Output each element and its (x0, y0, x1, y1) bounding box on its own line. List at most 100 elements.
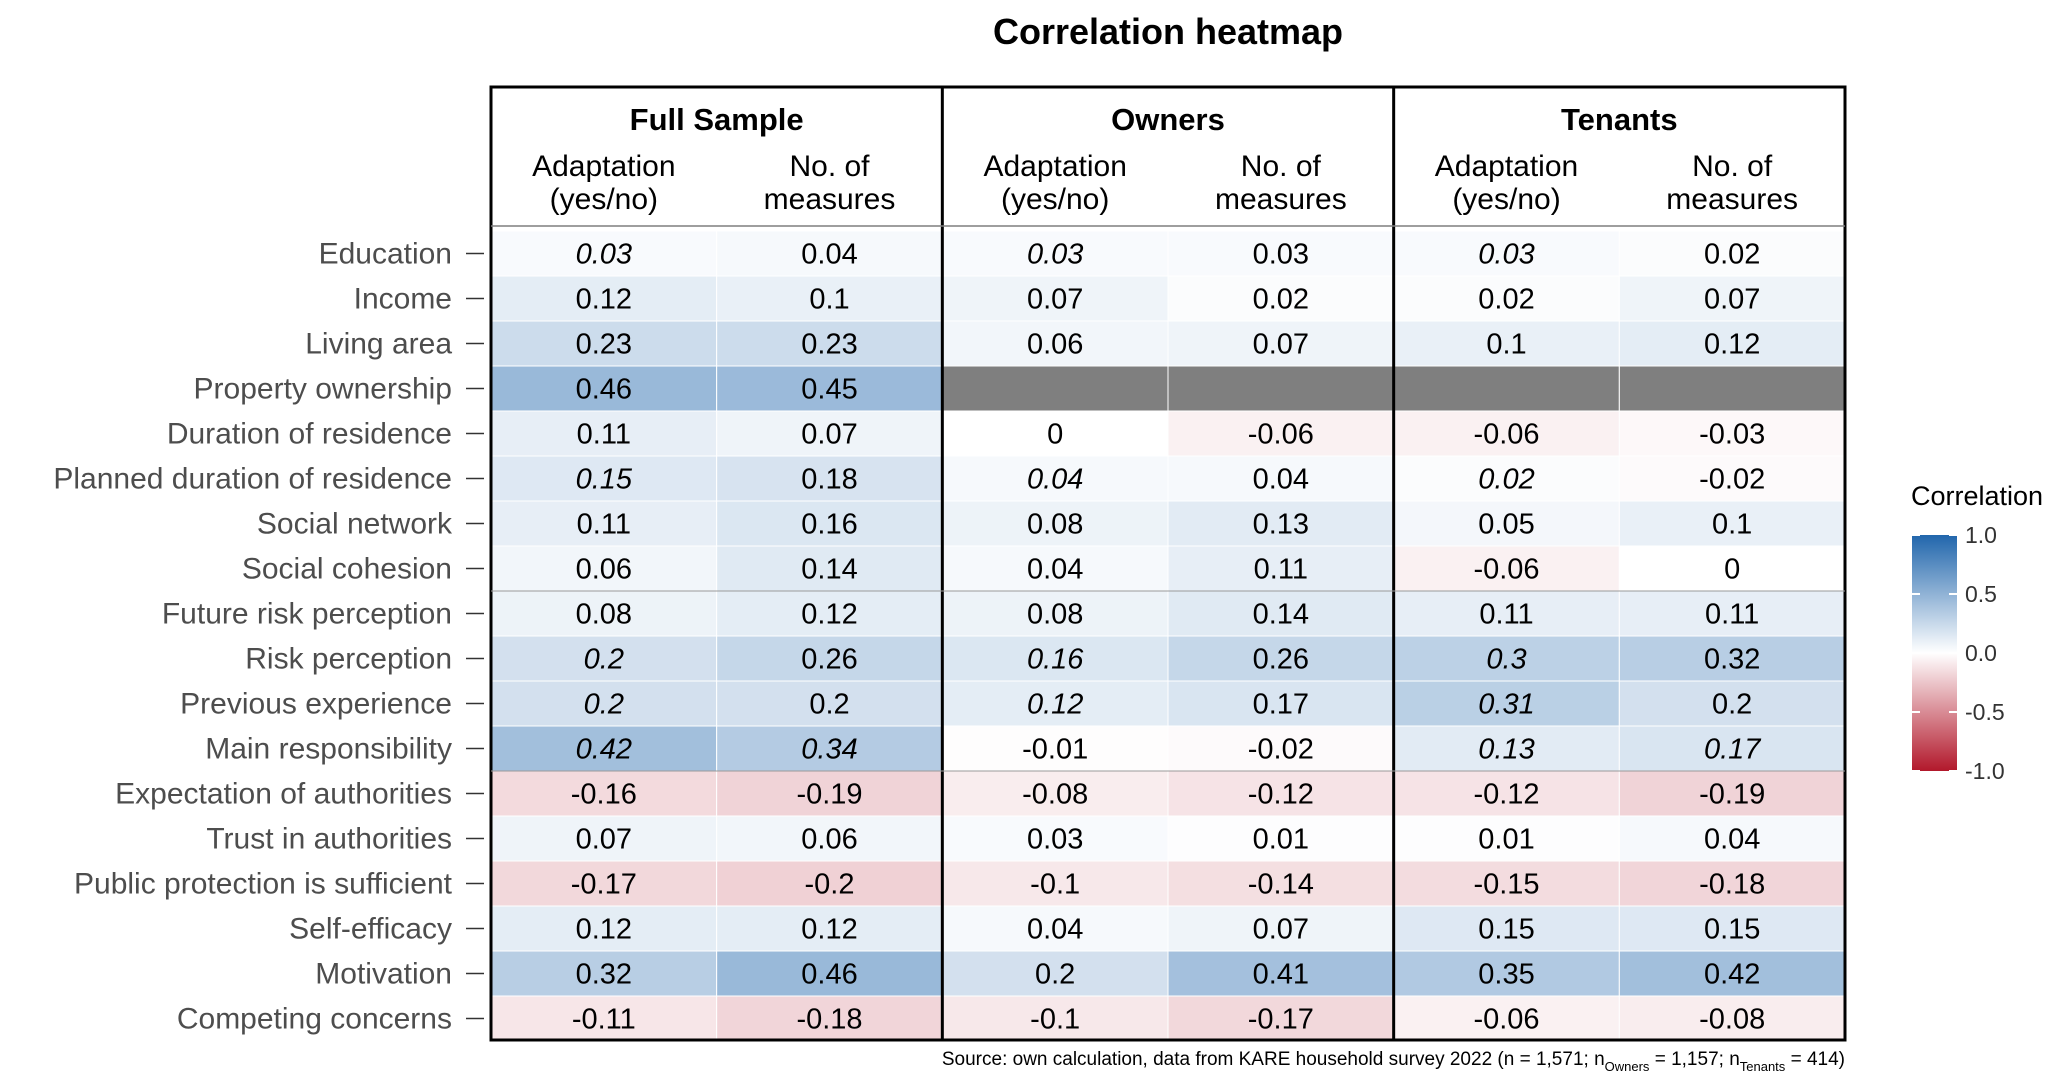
cell-value: 0.1 (809, 284, 849, 316)
cell-value: 0.1 (1712, 509, 1752, 541)
subcolumn-header: (yes/no) (1001, 183, 1109, 216)
cell-value: 0.11 (577, 509, 631, 541)
subcolumn-header: Adaptation (1435, 150, 1578, 183)
subcolumn-header: Adaptation (532, 150, 675, 183)
cell-value: 0.04 (1704, 824, 1760, 856)
cell-value: 0.26 (801, 644, 857, 676)
cell-value: 0.07 (576, 824, 632, 856)
cell-value: 0.05 (1478, 509, 1534, 541)
panel-borders (489, 85, 1847, 1042)
cell-value: -0.16 (571, 779, 637, 811)
heatmap-cell (716, 590, 943, 637)
cell-value: 0.23 (801, 329, 857, 361)
cell-value: 0.23 (576, 329, 632, 361)
heatmap-cell (490, 590, 718, 637)
heatmap-cell (716, 275, 943, 322)
cell-value: 0.41 (1253, 959, 1309, 991)
chart-title: Correlation heatmap (993, 11, 1343, 52)
cell-value: 0.12 (1027, 689, 1083, 721)
source-note-sub-owners: Owners (1605, 1059, 1650, 1074)
subcolumn-header: measures (1666, 183, 1798, 216)
source-note-suffix: = 414) (1785, 1049, 1845, 1070)
heatmap-cell (490, 995, 718, 1042)
row-label-future-risk-perception: Future risk perception (162, 598, 452, 631)
cell-value: 0.11 (1479, 599, 1533, 631)
heatmap-cell (1393, 410, 1620, 457)
row-label-public-protection-is-sufficient: Public protection is sufficient (74, 868, 453, 901)
heatmap-cell (716, 725, 943, 772)
cell-value: 0.46 (801, 959, 857, 991)
cell-value: 0.06 (1027, 329, 1083, 361)
row-label-trust-in-authorities: Trust in authorities (206, 823, 452, 856)
cell-value: 0 (1047, 419, 1063, 451)
cell-value: 0.12 (801, 914, 857, 946)
cell-value: -0.02 (1699, 464, 1765, 496)
heatmap-cell (1393, 770, 1620, 817)
cell-value: -0.19 (796, 779, 862, 811)
table-border (489, 85, 1847, 1042)
row-label-social-cohesion: Social cohesion (242, 553, 452, 586)
cell-value: -0.12 (1473, 779, 1539, 811)
row-label-social-network: Social network (257, 508, 453, 541)
heatmap-cell (941, 590, 1169, 637)
cell-value: 0.15 (576, 464, 633, 496)
cell-value: 0.08 (576, 599, 632, 631)
cell-value: 0.08 (1027, 509, 1083, 541)
heatmap-cell (1393, 590, 1620, 637)
heatmap-cell (1167, 590, 1395, 637)
cell-value: -0.01 (1022, 734, 1088, 766)
row-label-education: Education (319, 238, 452, 271)
cell-value: -0.14 (1248, 869, 1314, 901)
cell-value: 0.04 (801, 239, 857, 271)
cell-value: -0.06 (1248, 419, 1314, 451)
cell-value: -0.06 (1473, 554, 1539, 586)
color-legend: Correlation 1.0 0.5 0.0 -0.5 -1.0 (1911, 481, 2043, 784)
cell-value: 0.08 (1027, 599, 1083, 631)
heatmap-cell (490, 410, 718, 457)
heatmap-cell (716, 815, 943, 862)
cell-value: 0.12 (801, 599, 857, 631)
heatmap-cell (1618, 635, 1846, 682)
heatmap-cell (1393, 950, 1620, 997)
heatmap-cell (490, 815, 718, 862)
legend-tick-label: 1.0 (1965, 522, 1997, 548)
subcolumn-header: No. of (1692, 150, 1773, 183)
heatmap-cell (1167, 725, 1395, 772)
cell-value: 0.12 (576, 284, 632, 316)
cell-value: 0.01 (1478, 824, 1534, 856)
cell-value: 0.02 (1704, 239, 1760, 271)
cell-value: 0.03 (576, 239, 632, 271)
cell-value: -0.15 (1473, 869, 1539, 901)
heatmap-cell (1618, 275, 1846, 322)
source-note-mid: = 1,157; n (1649, 1049, 1739, 1070)
heatmap-cell (1393, 455, 1620, 502)
heatmap-cell (1393, 230, 1620, 277)
heatmap-cell (490, 230, 718, 277)
cell-value: 0.35 (1478, 959, 1534, 991)
cell-value: 0.11 (577, 419, 631, 451)
heatmap-cell (1393, 500, 1620, 547)
cell-value: -0.1 (1030, 869, 1080, 901)
row-label-main-responsibility: Main responsibility (205, 733, 452, 766)
heatmap-cell (1393, 905, 1620, 952)
heatmap-cell (1167, 500, 1395, 547)
subcolumn-header: (yes/no) (1452, 183, 1560, 216)
row-labels: Education Income Living area Property owner… (53, 238, 484, 1036)
heatmap-cell (1618, 230, 1846, 277)
cell-value: 0.02 (1478, 284, 1534, 316)
heatmap-cell (1167, 995, 1395, 1042)
heatmap-cell (941, 680, 1169, 727)
heatmap-cell (716, 320, 943, 367)
heatmap-cell (1618, 905, 1846, 952)
subcolumn-header: measures (764, 183, 896, 216)
cell-value: 0.03 (1253, 239, 1309, 271)
heatmap-cell (1618, 770, 1846, 817)
row-label-risk-perception: Risk perception (245, 643, 452, 676)
heatmap-cell (716, 950, 943, 997)
heatmap-cell (1393, 365, 1620, 412)
heatmap-cell (941, 815, 1169, 862)
heatmap-cell (1618, 950, 1846, 997)
heatmap-cell (1618, 995, 1846, 1042)
legend-title: Correlation (1911, 481, 2043, 511)
cell-value: 0.02 (1478, 464, 1534, 496)
